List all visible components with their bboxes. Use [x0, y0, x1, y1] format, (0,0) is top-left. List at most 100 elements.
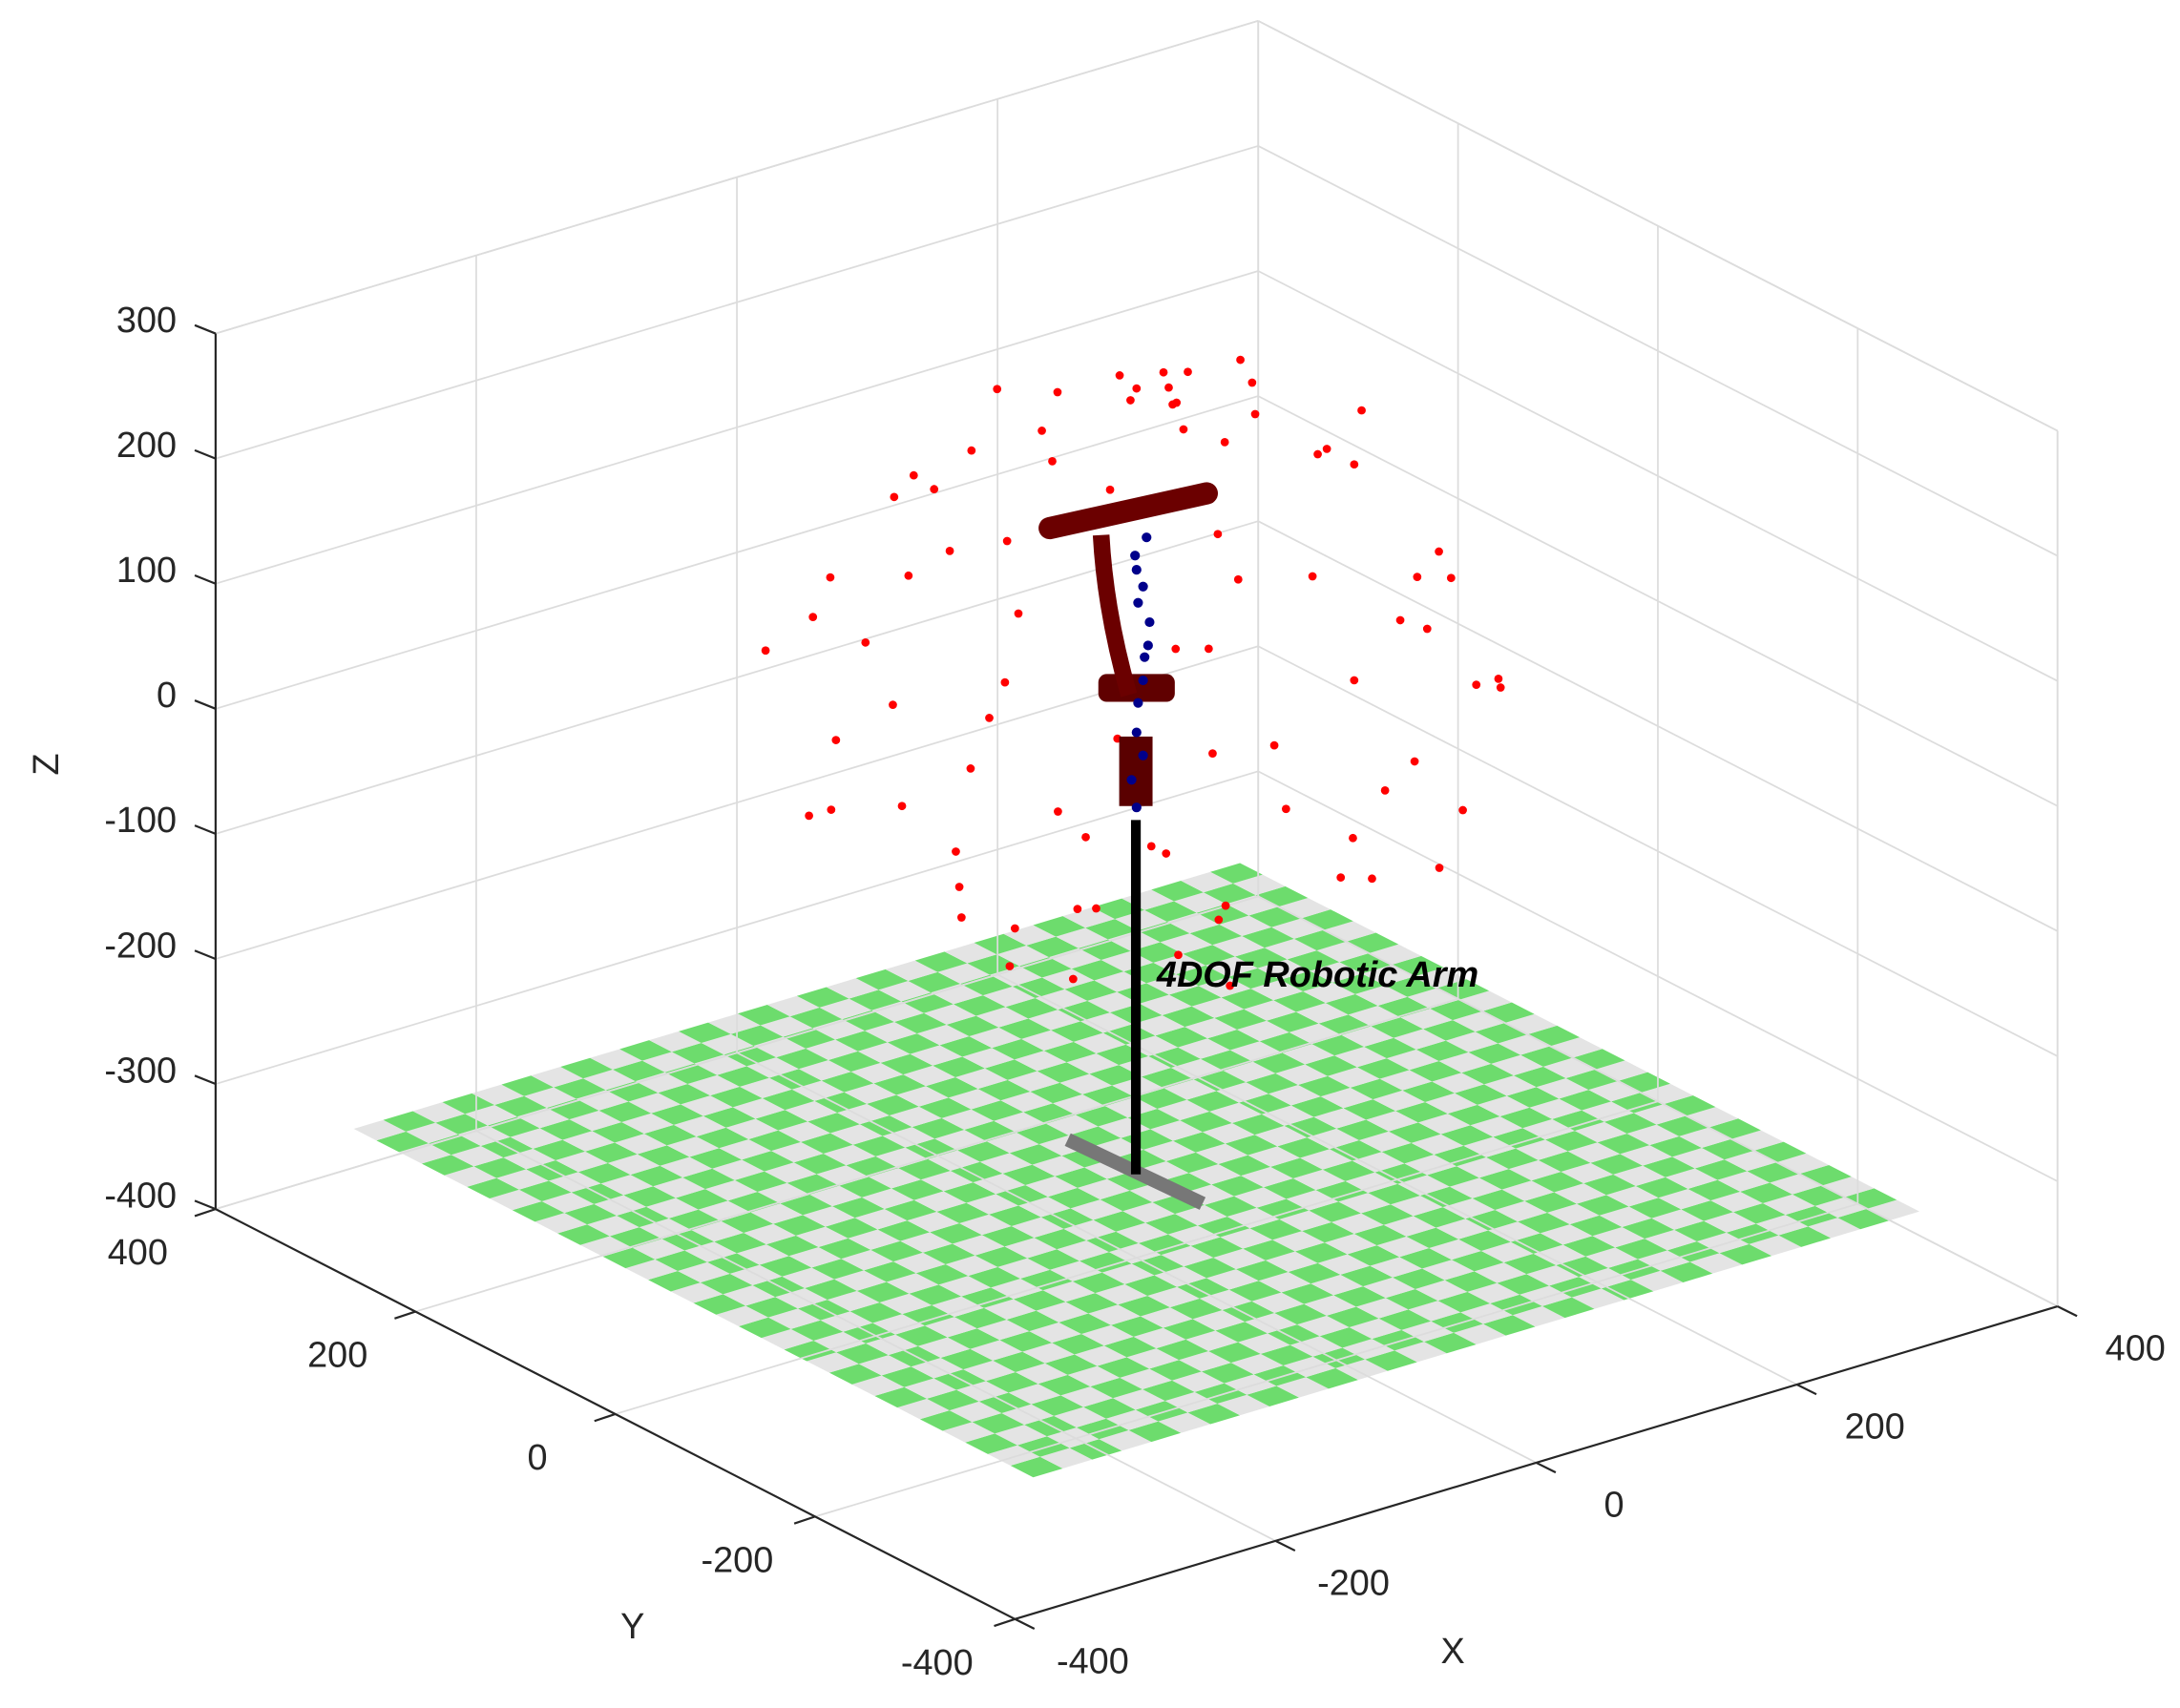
x-tick-label: 200	[1845, 1407, 1905, 1448]
floor-tile	[1590, 1154, 1644, 1175]
floor-tile	[1425, 1093, 1478, 1114]
floor-tile	[835, 1031, 888, 1052]
floor-tile	[1613, 1165, 1666, 1187]
floor-tile	[765, 1235, 819, 1257]
floor-tile	[807, 1352, 859, 1373]
point	[1446, 573, 1456, 583]
point	[1054, 807, 1062, 816]
floor-tile	[1195, 1143, 1248, 1164]
floor-tile	[1687, 1179, 1741, 1201]
floor-tile	[725, 1118, 779, 1139]
floor-tile	[1037, 1062, 1090, 1083]
point	[1413, 573, 1422, 581]
floor-tile	[585, 1142, 638, 1163]
floor-tile	[1381, 1142, 1435, 1164]
floor-tile	[1085, 919, 1138, 940]
floor-tile	[959, 1214, 1012, 1236]
floor-tile	[412, 1102, 466, 1123]
floor-tile	[1808, 1218, 1861, 1239]
floor-tile	[923, 1004, 976, 1025]
grid-line	[1257, 645, 2059, 1057]
axes: -400 -200 0 200 400 -400 -200 0 200 400 -400 -300 -2…	[104, 301, 2166, 1683]
floor-tile	[1561, 1162, 1614, 1184]
floor-tile	[730, 1025, 784, 1046]
floor-tile	[1027, 1249, 1080, 1270]
floor-tile	[1030, 1082, 1083, 1104]
grid-line	[215, 895, 1259, 1210]
floor-tile	[981, 1225, 1035, 1247]
floor-tile	[1326, 1306, 1379, 1328]
floor-tile	[1310, 962, 1363, 983]
floor-tile	[1071, 959, 1124, 981]
floor-tile	[1054, 1406, 1106, 1428]
floor-tile	[1474, 1262, 1527, 1283]
floor-tile	[1620, 1145, 1673, 1166]
floor-tile	[1227, 968, 1281, 989]
floor-tile	[1672, 1148, 1725, 1169]
floor-tile	[1497, 1274, 1550, 1295]
floor-tile	[1604, 1113, 1657, 1134]
floor-tile	[1399, 1248, 1452, 1269]
point	[861, 637, 870, 647]
floor-tile	[973, 1173, 1026, 1195]
floor-tile	[1243, 1239, 1295, 1260]
floor-tile	[1470, 1116, 1523, 1137]
floor-tile	[496, 1169, 549, 1190]
grid-line	[1257, 520, 2059, 932]
floor-tile	[967, 954, 1020, 975]
point	[1038, 427, 1046, 435]
point	[1053, 387, 1062, 397]
floor-tile	[878, 981, 932, 1002]
floor-tile	[632, 1239, 685, 1260]
floor-tile	[1044, 1354, 1098, 1375]
floor-tile	[660, 1156, 713, 1177]
point	[1179, 425, 1188, 434]
point	[1133, 698, 1143, 708]
point	[1250, 409, 1260, 419]
floor-tile	[444, 1166, 497, 1187]
floor-tile	[510, 1128, 563, 1149]
floor-tile	[1732, 1203, 1786, 1224]
floor-tile	[1322, 1160, 1375, 1181]
floor-tile	[1166, 912, 1220, 934]
floor-tile	[1749, 1235, 1802, 1257]
floor-tile	[651, 1104, 703, 1125]
floor-tile	[564, 1203, 618, 1225]
floor-tile	[1247, 1146, 1301, 1167]
floor-tile	[1515, 1139, 1568, 1160]
floor-tile	[944, 943, 997, 964]
x-tick	[1274, 1539, 1296, 1552]
floor-tile	[1137, 921, 1190, 943]
point	[1213, 530, 1223, 539]
point	[909, 470, 918, 480]
floor-tile	[1078, 939, 1131, 960]
floor-tile	[1081, 1324, 1134, 1346]
point	[1014, 609, 1023, 618]
x-tick-label: 0	[1604, 1486, 1625, 1526]
floor-tile	[1184, 1017, 1238, 1039]
floor-tile	[989, 1205, 1041, 1226]
floor-tile	[1289, 1023, 1342, 1045]
floor-tile	[1138, 1234, 1191, 1256]
floor-tile	[1461, 1063, 1514, 1085]
floor-tile	[1218, 1155, 1271, 1177]
point	[1174, 950, 1183, 960]
point	[945, 547, 954, 555]
floor-tile	[1341, 1026, 1394, 1047]
point	[1380, 785, 1390, 795]
floor-tile	[1170, 1058, 1224, 1080]
point	[930, 485, 939, 494]
floor-tile	[934, 1130, 987, 1151]
floor-tile	[1146, 974, 1199, 995]
floor-tile	[1390, 1195, 1443, 1217]
floor-tile	[867, 1094, 919, 1115]
floor-tile	[984, 1059, 1038, 1080]
floor-tile	[592, 1122, 644, 1143]
floor-tile	[605, 1081, 659, 1102]
floor-tile	[826, 978, 879, 999]
floor-tile	[997, 1258, 1051, 1280]
floor-tile	[1571, 1288, 1625, 1309]
point	[1220, 438, 1229, 447]
floor-tile	[780, 1194, 833, 1216]
floor-tile	[1232, 874, 1286, 896]
